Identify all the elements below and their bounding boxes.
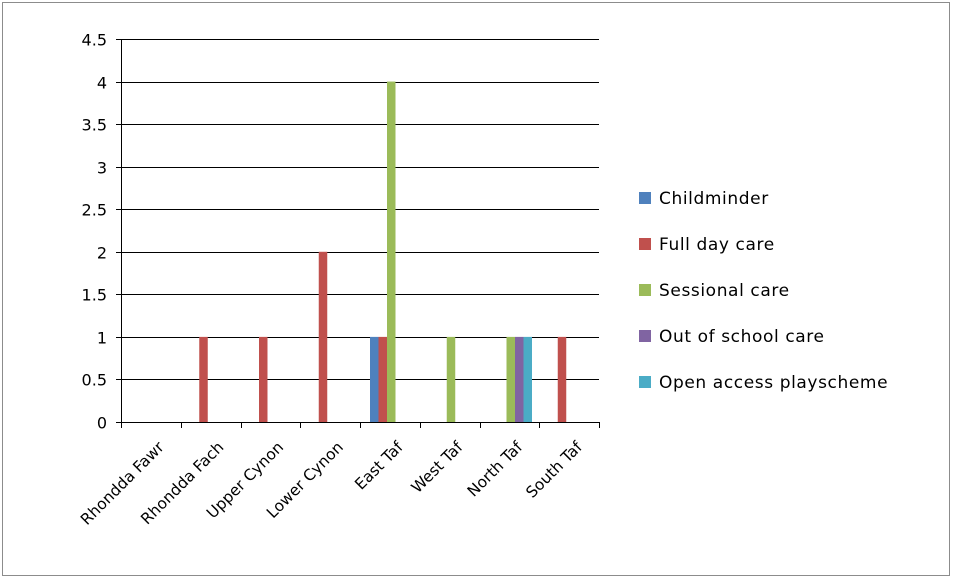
bar-chart: 0 0.5 1 1.5 2 2.5 3 3.5 4 4.5 Rhondda FawrRhondda…	[77, 31, 888, 529]
bar-full-day-care	[259, 336, 268, 422]
bar-sessional-care	[387, 81, 396, 423]
bar-full-day-care	[557, 336, 567, 422]
bar-full-day-care	[318, 251, 328, 422]
gridlines	[121, 39, 599, 380]
legend-label: Out of school care	[659, 327, 825, 347]
y-tick-label: 4.5	[82, 31, 107, 50]
legend-swatch	[639, 192, 651, 204]
y-tick-label: 4	[97, 74, 107, 93]
axes	[116, 39, 600, 428]
bars	[199, 81, 567, 423]
legend-label: Sessional care	[659, 281, 790, 301]
legend-swatch	[639, 284, 651, 296]
bar-childminder	[370, 336, 379, 422]
y-tick-label: 2.5	[82, 201, 107, 220]
legend: Childminder Full day care Sessional care Ou…	[639, 189, 888, 393]
legend-swatch	[639, 238, 651, 250]
legend-item: Open access playscheme	[639, 373, 888, 393]
y-tick-label: 0	[97, 414, 107, 433]
legend-item: Childminder	[639, 189, 769, 209]
legend-label: Childminder	[659, 189, 769, 209]
x-category-label: East Taf	[351, 438, 407, 494]
bar-sessional-care	[506, 336, 515, 422]
bar-full-day-care	[199, 336, 208, 422]
bar-open-access-playscheme	[523, 336, 532, 422]
y-tick-label: 1.5	[82, 286, 107, 305]
legend-label: Full day care	[659, 235, 775, 255]
legend-swatch	[639, 330, 651, 342]
legend-item: Full day care	[639, 235, 775, 255]
legend-item: Out of school care	[639, 327, 825, 347]
y-tick-label: 0.5	[82, 371, 107, 390]
legend-item: Sessional care	[639, 281, 790, 301]
bar-full-day-care	[378, 336, 387, 422]
legend-swatch	[639, 376, 651, 388]
bar-sessional-care	[446, 336, 456, 422]
legend-label: Open access playscheme	[659, 373, 888, 393]
bar-out-of-school-care	[515, 336, 524, 422]
y-tick-label: 3	[97, 159, 107, 178]
x-category-label: West Taf	[408, 438, 467, 497]
y-tick-label: 1	[97, 329, 107, 348]
y-tick-label: 3.5	[82, 116, 107, 135]
x-category-label: South Taf	[522, 438, 586, 502]
y-tick-label: 2	[97, 244, 107, 263]
y-tick-labels: 0 0.5 1 1.5 2 2.5 3 3.5 4 4.5	[82, 31, 107, 433]
x-category-label: North Taf	[464, 438, 527, 501]
